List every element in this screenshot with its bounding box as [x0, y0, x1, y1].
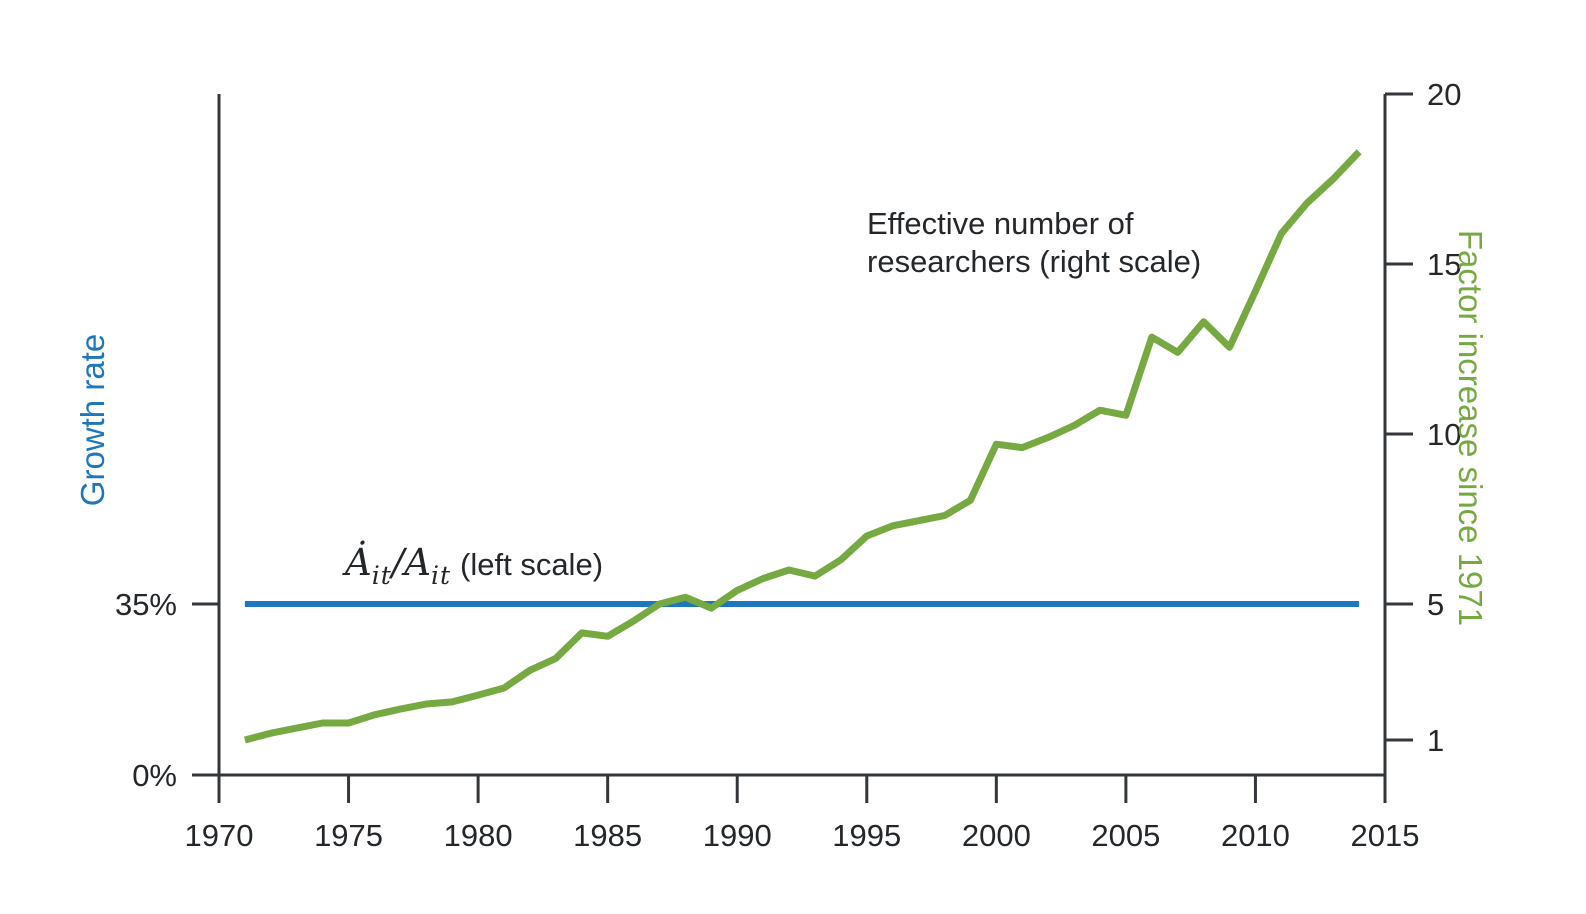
right-axis-tick-label: 20 [1427, 77, 1461, 112]
x-axis-tick-label: 1975 [314, 818, 383, 853]
x-axis-tick-label: 2000 [962, 818, 1031, 853]
researchers-annotation-line1: Effective number of [867, 206, 1134, 241]
right-axis-tick-label: 5 [1427, 587, 1444, 622]
x-axis-tick-label: 1990 [703, 818, 772, 853]
right-axis-tick-label: 10 [1427, 417, 1461, 452]
x-axis-tick-label: 1980 [444, 818, 513, 853]
math-a: A [404, 541, 431, 584]
researchers-annotation-line2: researchers (right scale) [867, 244, 1202, 279]
math-sub-2: it [430, 561, 452, 590]
axes-lines [192, 94, 1387, 803]
researchers-line [244, 149, 1362, 744]
growth-annotation-suffix: (left scale) [460, 547, 604, 582]
x-axis-tick-label: 2015 [1351, 818, 1420, 853]
right-axis-tick-label: 1 [1427, 723, 1444, 758]
left-axis-tick-label: 35% [115, 587, 177, 622]
math-sub-1: it [371, 561, 392, 590]
right-axis-tick-label: 15 [1427, 247, 1461, 282]
x-axis-tick-label: 1970 [185, 818, 254, 853]
growth-rate-annotation: Ȧit/Ait (left scale) [345, 541, 604, 590]
x-axis-tick-label: 1995 [832, 818, 901, 853]
x-axis-tick-label: 2010 [1221, 818, 1290, 853]
right-axis-title: Factor increase since 1971 [1452, 229, 1489, 627]
x-axis-tick-label: 2005 [1091, 818, 1160, 853]
math-slash: / [391, 541, 405, 584]
left-axis-title: Growth rate [74, 333, 111, 507]
math-a-dot: Ȧ [345, 541, 372, 584]
x-axis-tick-label: 1985 [573, 818, 642, 853]
researchers-annotation: Effective number of researchers (right s… [867, 205, 1201, 281]
left-axis-tick-label: 0% [132, 758, 177, 793]
